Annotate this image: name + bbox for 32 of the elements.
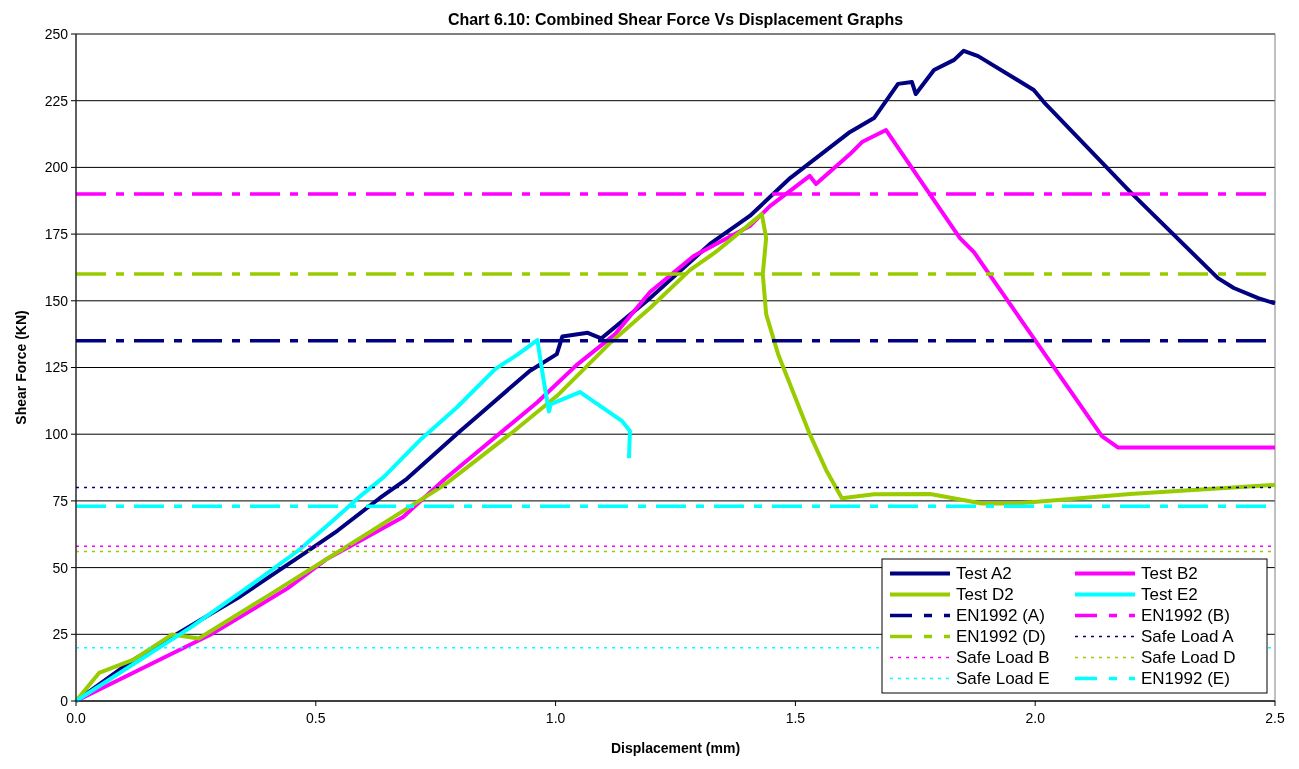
legend-label: EN1992 (E) (1141, 669, 1230, 689)
x-tick-label: 2.5 (1265, 710, 1285, 726)
legend-label: Test A2 (956, 564, 1012, 584)
y-tick-label: 175 (44, 226, 69, 242)
y-tick-label: 0 (60, 692, 69, 709)
x-tick-label: 1.0 (545, 710, 566, 726)
y-tick-label: 150 (44, 292, 69, 309)
x-axis-title: Displacement (mm) (610, 740, 741, 756)
x-tick-label: 2.0 (1025, 710, 1046, 726)
y-tick-label: 75 (52, 492, 69, 509)
y-tick-label: 200 (44, 159, 69, 176)
legend-label: Test E2 (1141, 585, 1198, 605)
y-tick-label: 100 (44, 426, 69, 443)
legend-label: Safe Load A (1141, 627, 1235, 647)
legend-label: Safe Load E (956, 669, 1050, 689)
legend-label: Test B2 (1141, 564, 1198, 584)
x-tick-label: 1.5 (785, 710, 806, 726)
y-tick-label: 225 (44, 92, 69, 109)
y-tick-label: 50 (52, 559, 69, 576)
y-tick-label: 250 (44, 25, 69, 42)
legend-label: EN1992 (D) (956, 627, 1046, 647)
legend-label: Test D2 (956, 585, 1014, 605)
legend-label: Safe Load D (1141, 648, 1236, 668)
chart-title: Chart 6.10: Combined Shear Force Vs Displacement Graphs (447, 11, 904, 28)
legend-label: Safe Load B (956, 648, 1050, 668)
y-tick-label: 25 (52, 626, 69, 643)
y-tick-label: 125 (44, 359, 69, 376)
x-tick-label: 0.0 (66, 710, 86, 726)
legend-label: EN1992 (B) (1141, 606, 1230, 626)
x-tick-label: 0.5 (306, 710, 326, 726)
y-axis-title: Shear Force (KN) (13, 310, 29, 425)
legend-label: EN1992 (A) (956, 606, 1045, 626)
